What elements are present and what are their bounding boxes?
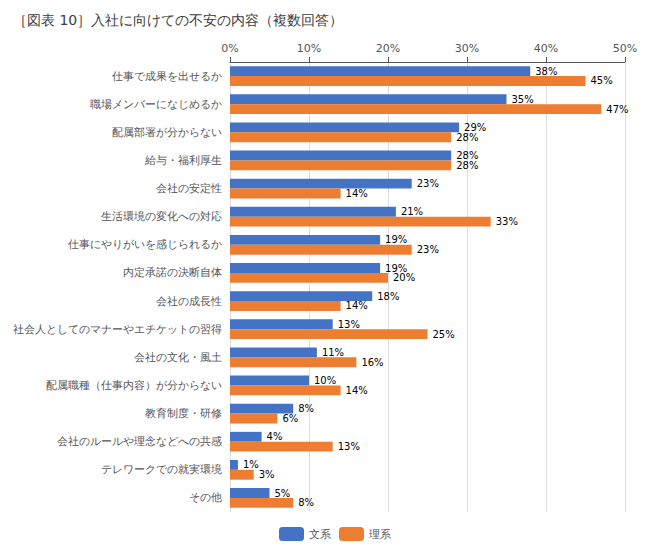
svg-text:23%: 23% [417, 178, 439, 189]
svg-text:28%: 28% [456, 160, 478, 171]
svg-text:3%: 3% [259, 469, 275, 480]
svg-text:その他: その他 [189, 491, 222, 504]
svg-text:23%: 23% [417, 244, 439, 255]
svg-text:25%: 25% [433, 329, 455, 340]
svg-text:28%: 28% [456, 150, 479, 161]
svg-text:33%: 33% [496, 216, 518, 227]
svg-text:文系: 文系 [309, 528, 331, 541]
svg-text:会社の文化・風土: 会社の文化・風土 [134, 351, 222, 364]
svg-text:会社の成長性: 会社の成長性 [156, 295, 222, 308]
svg-text:13%: 13% [338, 319, 360, 330]
svg-text:仕事で成果を出せるか: 仕事で成果を出せるか [112, 70, 222, 83]
svg-text:教育制度・研修: 教育制度・研修 [145, 407, 222, 420]
svg-text:29%: 29% [464, 121, 487, 133]
svg-text:16%: 16% [361, 357, 383, 368]
svg-text:20%: 20% [393, 272, 415, 283]
svg-text:11%: 11% [322, 347, 344, 358]
svg-text:会社の安定性: 会社の安定性 [156, 182, 222, 195]
svg-text:19%: 19% [385, 262, 408, 274]
svg-text:会社のルールや理念などへの共感: 会社のルールや理念などへの共感 [57, 435, 222, 448]
svg-text:仕事にやりがいを感じられるか: 仕事にやりがいを感じられるか [68, 238, 222, 251]
svg-text:13%: 13% [338, 441, 360, 452]
svg-text:10%: 10% [314, 375, 336, 386]
svg-text:28%: 28% [456, 132, 478, 143]
svg-text:0%: 0% [221, 42, 238, 55]
svg-text:14%: 14% [346, 385, 368, 396]
svg-text:社会人としてのマナーやエチケットの習得: 社会人としてのマナーやエチケットの習得 [13, 323, 222, 336]
svg-text:47%: 47% [606, 104, 628, 115]
svg-text:45%: 45% [591, 75, 613, 86]
svg-text:生活環境の変化への対応: 生活環境の変化への対応 [101, 210, 222, 223]
svg-text:19%: 19% [385, 234, 407, 245]
svg-text:4%: 4% [267, 431, 283, 442]
svg-text:職場メンバーになじめるか: 職場メンバーになじめるか [90, 98, 222, 111]
svg-text:5%: 5% [275, 488, 291, 499]
svg-text:配属職種（仕事内容）が分からない: 配属職種（仕事内容）が分からない [46, 379, 222, 392]
svg-text:給与・福利厚生: 給与・福利厚生 [144, 154, 222, 167]
svg-text:18%: 18% [377, 291, 399, 302]
svg-text:30%: 30% [455, 42, 479, 55]
svg-text:配属部署が分からない: 配属部署が分からない [112, 126, 222, 139]
svg-text:20%: 20% [376, 42, 400, 55]
svg-text:［図表 10］入社に向けての不安の内容（複数回答）: ［図表 10］入社に向けての不安の内容（複数回答） [13, 12, 343, 28]
svg-text:14%: 14% [346, 188, 368, 199]
svg-text:10%: 10% [297, 42, 321, 55]
svg-text:38%: 38% [535, 66, 557, 77]
svg-text:8%: 8% [298, 497, 314, 508]
svg-text:50%: 50% [613, 42, 637, 55]
svg-text:テレワークでの就実環境: テレワークでの就実環境 [101, 463, 222, 476]
svg-text:21%: 21% [401, 206, 423, 217]
svg-text:40%: 40% [534, 42, 558, 55]
svg-text:6%: 6% [282, 413, 298, 424]
svg-text:14%: 14% [346, 300, 368, 311]
svg-text:8%: 8% [298, 403, 314, 414]
svg-text:内定承諾の決断自体: 内定承諾の決断自体 [123, 266, 222, 279]
svg-text:1%: 1% [243, 459, 259, 470]
svg-text:理系: 理系 [369, 528, 391, 541]
svg-text:35%: 35% [512, 94, 534, 105]
